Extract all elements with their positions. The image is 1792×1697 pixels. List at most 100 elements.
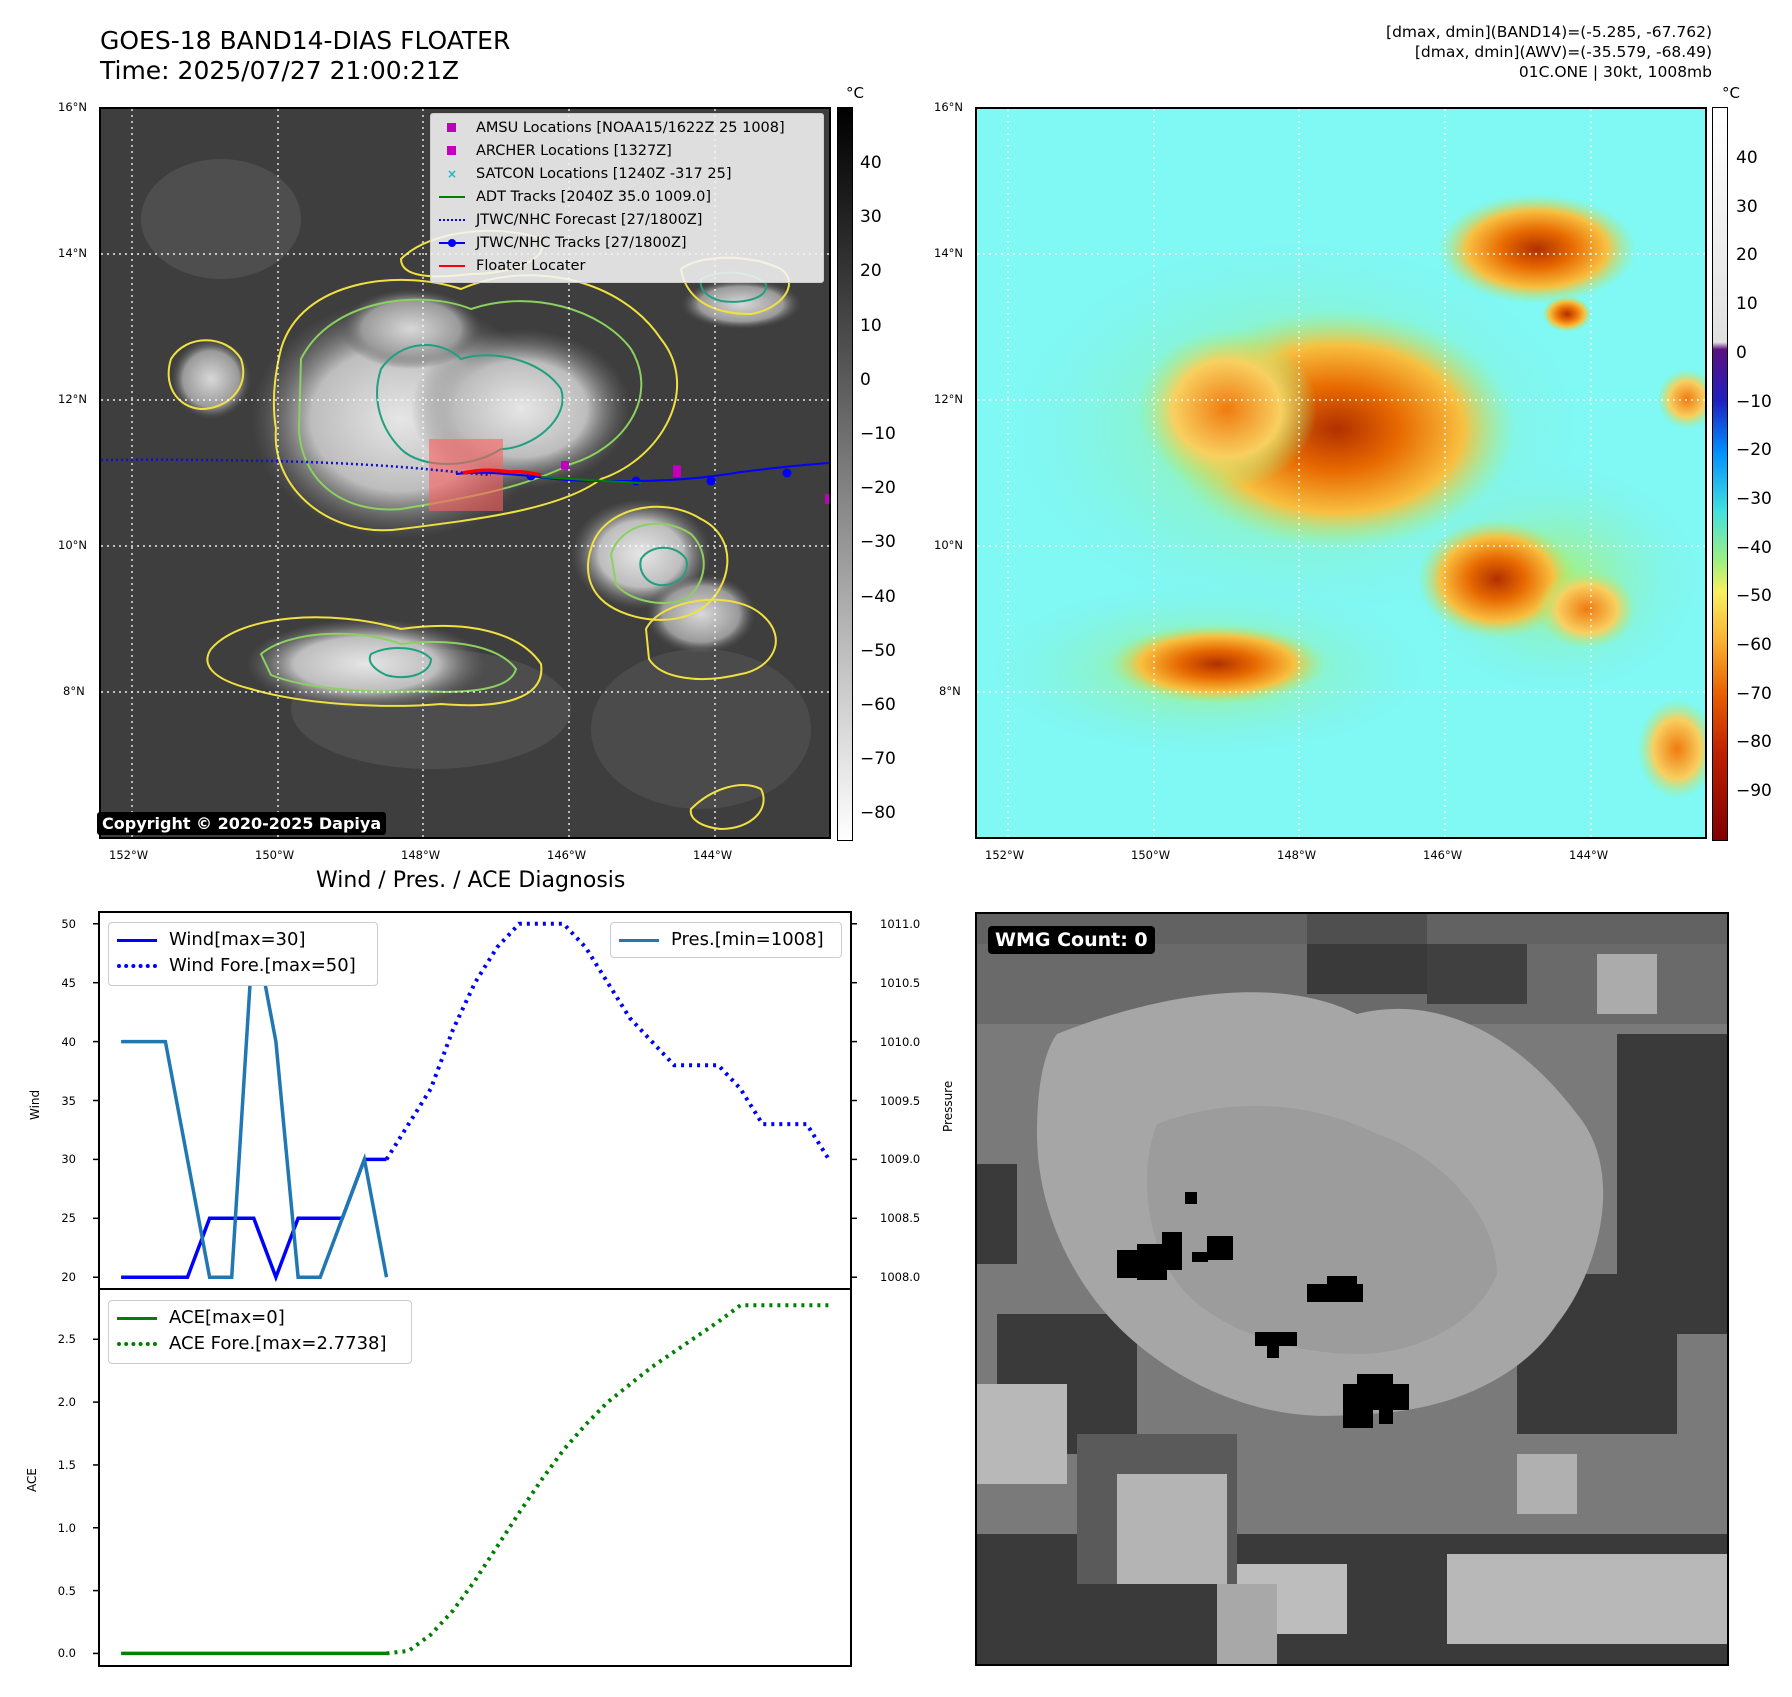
legend-item-amsu: AMSU Locations [NOAA15/1622Z 25 1008] xyxy=(439,120,785,136)
axis-tick-label: 2.0 xyxy=(57,1395,76,1410)
colorbar-tick-label: 0 xyxy=(860,369,871,390)
wind-axis-label: Wind xyxy=(28,1089,42,1120)
legend-item-archer: ARCHER Locations [1327Z] xyxy=(439,143,672,159)
lat-label: 10°N xyxy=(58,538,87,552)
legend-item-ace: ACE[max=0] xyxy=(117,1307,285,1328)
figure-title-line1: GOES-18 BAND14-DIAS FLOATER xyxy=(100,26,511,55)
lat-label: 16°N xyxy=(934,100,963,114)
colorbar-tick-label: −10 xyxy=(860,424,896,444)
axis-tick-label: 1.5 xyxy=(57,1457,76,1472)
pressure-legend: Pres.[min=1008] xyxy=(610,922,842,958)
lon-label: 146°W xyxy=(1423,848,1463,862)
axis-tick-label: 0.0 xyxy=(57,1646,76,1661)
colorbar-tick-label: −50 xyxy=(860,640,896,661)
legend-item-ace-fore: ACE Fore.[max=2.7738] xyxy=(117,1333,387,1354)
colorbar-tick-label: −60 xyxy=(1736,635,1772,655)
axis-tick-label: 50 xyxy=(61,916,76,931)
awv-map-image xyxy=(977,109,1705,837)
awv-map-panel xyxy=(975,107,1707,839)
square-marker-icon xyxy=(447,146,456,155)
lat-label: 8°N xyxy=(939,684,961,698)
legend-item-floater: Floater Locater xyxy=(439,258,585,274)
figure-title: GOES-18 BAND14-DIAS FLOATER Time: 2025/0… xyxy=(100,26,510,86)
lat-label: 12°N xyxy=(934,392,963,406)
axis-tick-label: 30 xyxy=(61,1152,76,1167)
stats-band14: [dmax, dmin](BAND14)=(-5.285, -67.762) xyxy=(1386,23,1712,41)
ace-forecast-series-line xyxy=(386,1303,829,1656)
colorbar-tick-label: 10 xyxy=(860,315,882,336)
lat-label: 16°N xyxy=(58,100,87,114)
legend-item-wind: Wind[max=30] xyxy=(117,929,306,950)
colorbar-tick-label: 30 xyxy=(860,207,882,228)
colorbar-tick-label: −80 xyxy=(860,803,896,824)
axis-tick-label: 25 xyxy=(61,1211,76,1226)
lon-label: 152°W xyxy=(109,848,149,862)
line-marker-icon xyxy=(439,196,465,198)
colorbar-tick-label: 10 xyxy=(1736,294,1758,315)
axis-tick-label: 35 xyxy=(61,1093,76,1108)
axis-tick-label: 40 xyxy=(61,1034,76,1049)
wind-forecast-series-line xyxy=(384,921,831,1161)
wind-series-line xyxy=(121,1157,387,1283)
axis-tick-label: 1009.5 xyxy=(880,1093,921,1108)
axis-tick-label: 1008.0 xyxy=(880,1270,921,1285)
line-marker-icon xyxy=(117,1316,157,1320)
legend-item-adt: ADT Tracks [2040Z 35.0 1009.0] xyxy=(439,189,711,205)
jtwc-track xyxy=(455,462,829,483)
ir-colorbar xyxy=(837,107,853,841)
line-marker-icon xyxy=(117,938,157,942)
wmg-black-cells xyxy=(1117,1192,1409,1428)
floater-locater-line xyxy=(462,468,542,477)
axis-tick-label: 1008.5 xyxy=(880,1211,921,1226)
stats-storm: 01C.ONE | 30kt, 1008mb xyxy=(1518,63,1712,81)
axis-tick-label: 45 xyxy=(61,975,76,990)
axis-tick-label: 1011.0 xyxy=(880,916,921,931)
colorbar-tick-label: −40 xyxy=(1736,537,1772,558)
legend-item-pressure: Pres.[min=1008] xyxy=(619,929,824,950)
adt-track xyxy=(540,476,642,484)
colorbar-tick-label: −70 xyxy=(1736,683,1772,704)
colorbar-tick-label: −10 xyxy=(1736,391,1772,412)
lat-label: 12°N xyxy=(58,392,87,406)
copyright-label: Copyright © 2020-2025 Dapiya xyxy=(97,812,387,835)
dotted-line-icon xyxy=(117,1342,157,1346)
stats-block: [dmax, dmin](BAND14)=(-5.285, -67.762) [… xyxy=(1386,22,1712,82)
axis-tick-label: 1010.0 xyxy=(880,1034,921,1049)
legend-item-satcon: × SATCON Locations [1240Z -317 25] xyxy=(447,166,732,182)
legend-item-wind-fore: Wind Fore.[max=50] xyxy=(117,955,356,976)
colorbar-tick-label: 20 xyxy=(860,261,882,282)
colorbar-unit: °C xyxy=(846,84,864,102)
legend-item-jtwc-forecast: JTWC/NHC Forecast [27/1800Z] xyxy=(439,212,702,228)
line-marker-icon xyxy=(439,265,465,267)
lon-label: 148°W xyxy=(401,848,441,862)
colorbar-tick-label: 30 xyxy=(1736,196,1758,217)
lon-label: 144°W xyxy=(1569,848,1609,862)
colorbar-tick-label: −80 xyxy=(1736,732,1772,753)
ace-axis-label: ACE xyxy=(25,1468,39,1492)
lat-label: 14°N xyxy=(934,246,963,260)
wmg-panel xyxy=(975,912,1729,1666)
lon-label: 144°W xyxy=(693,848,733,862)
lon-label: 146°W xyxy=(547,848,587,862)
axis-tick-label: 2.5 xyxy=(57,1332,76,1347)
colorbar-tick-label: 20 xyxy=(1736,245,1758,266)
colorbar-tick-label: −20 xyxy=(860,478,896,499)
lon-label: 150°W xyxy=(255,848,295,862)
legend-item-jtwc-tracks: JTWC/NHC Tracks [27/1800Z] xyxy=(439,235,687,251)
map-legend: AMSU Locations [NOAA15/1622Z 25 1008] AR… xyxy=(430,113,824,283)
lon-label: 150°W xyxy=(1131,848,1171,862)
wmg-count-badge: WMG Count: 0 xyxy=(988,926,1155,954)
dotted-line-icon xyxy=(117,964,157,968)
dotted-line-icon xyxy=(439,219,465,221)
line-dot-icon xyxy=(439,239,465,247)
lat-label: 8°N xyxy=(63,684,85,698)
axis-tick-label: 1009.0 xyxy=(880,1152,921,1167)
axis-tick-label: 1.0 xyxy=(57,1520,76,1535)
colorbar-tick-label: −40 xyxy=(860,586,896,607)
colorbar-tick-label: 40 xyxy=(860,153,882,173)
colorbar-tick-label: −60 xyxy=(860,695,896,715)
lon-label: 152°W xyxy=(985,848,1025,862)
colorbar-tick-label: −70 xyxy=(860,749,896,770)
colorbar-tick-label: 40 xyxy=(1736,148,1758,168)
